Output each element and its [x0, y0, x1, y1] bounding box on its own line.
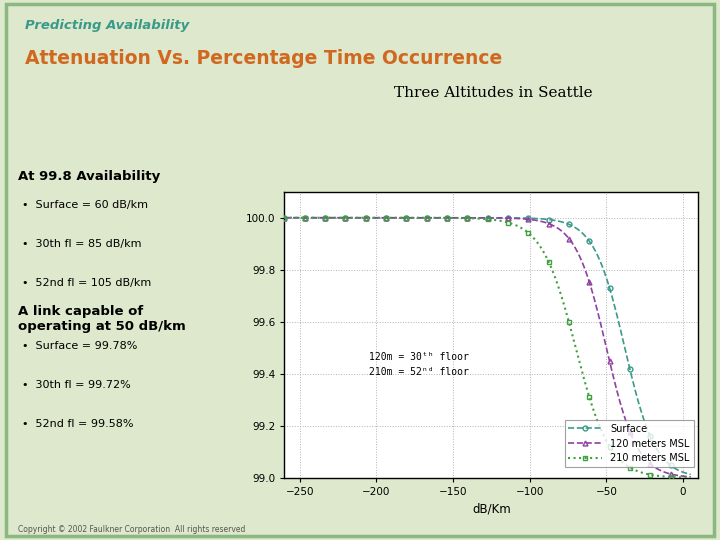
X-axis label: dB/Km: dB/Km: [472, 503, 510, 516]
Text: Predicting Availability: Predicting Availability: [25, 19, 189, 32]
Text: 120m = 30ᵗʰ floor: 120m = 30ᵗʰ floor: [369, 352, 469, 361]
Text: •  Surface = 60 dB/km: • Surface = 60 dB/km: [22, 200, 148, 210]
Text: Copyright © 2002 Faulkner Corporation  All rights reserved: Copyright © 2002 Faulkner Corporation Al…: [18, 524, 246, 534]
Text: Three Altitudes in Seattle: Three Altitudes in Seattle: [394, 86, 593, 100]
Text: •  52nd fl = 105 dB/km: • 52nd fl = 105 dB/km: [22, 278, 151, 288]
Text: Attenuation Vs. Percentage Time Occurrence: Attenuation Vs. Percentage Time Occurren…: [25, 49, 503, 68]
Text: •  30th fl = 85 dB/km: • 30th fl = 85 dB/km: [22, 239, 141, 249]
Legend: Surface, 120 meters MSL, 210 meters MSL: Surface, 120 meters MSL, 210 meters MSL: [564, 420, 693, 467]
Text: A link capable of
operating at 50 dB/km: A link capable of operating at 50 dB/km: [18, 305, 186, 333]
Text: 210m = 52ⁿᵈ floor: 210m = 52ⁿᵈ floor: [369, 367, 469, 377]
Text: •  30th fl = 99.72%: • 30th fl = 99.72%: [22, 380, 130, 390]
Text: At 99.8 Availability: At 99.8 Availability: [18, 170, 161, 183]
Text: •  Surface = 99.78%: • Surface = 99.78%: [22, 341, 137, 352]
Text: •  52nd fl = 99.58%: • 52nd fl = 99.58%: [22, 419, 133, 429]
